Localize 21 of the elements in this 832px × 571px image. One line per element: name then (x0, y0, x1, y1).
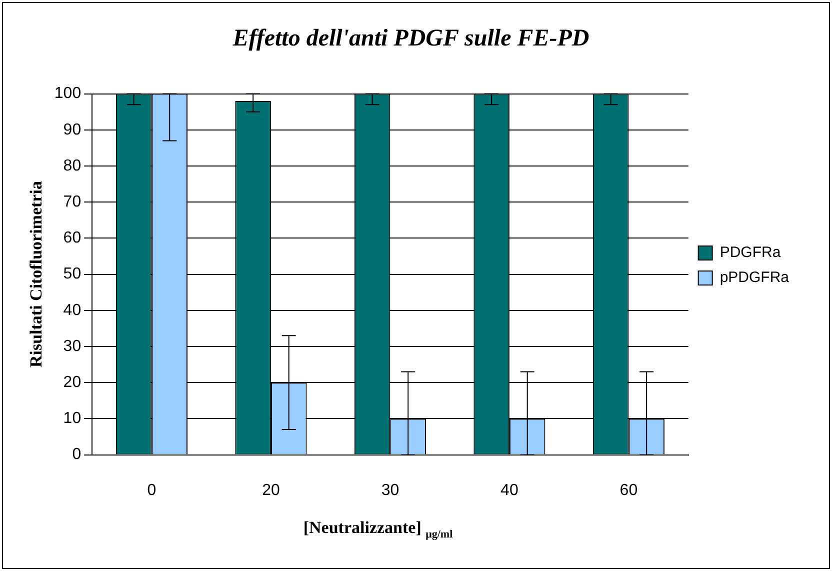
y-tick-label: 0 (72, 446, 82, 464)
y-tick-label: 40 (63, 302, 82, 319)
x-tick-label: 0 (147, 482, 156, 499)
y-tick-label: 90 (63, 121, 82, 138)
y-axis-title: Risultati Citofluorimetria (26, 180, 46, 368)
x-tick-label: 20 (262, 482, 280, 499)
y-tick-label: 70 (63, 194, 82, 211)
y-tick-label: 20 (63, 374, 82, 392)
y-tick-label: 60 (63, 230, 82, 247)
legend-label: PDGFRa (720, 244, 782, 262)
y-tick-label: 80 (63, 157, 82, 174)
y-tick-label: 30 (63, 338, 82, 355)
x-tick-label: 30 (381, 482, 400, 499)
y-tick-label: 10 (63, 410, 82, 428)
x-tick-label: 40 (500, 482, 518, 499)
x-tick-label: 60 (620, 482, 638, 499)
y-tick-label: 50 (63, 266, 82, 283)
x-axis-title: [Neutralizzante] $_{μg/ml}$ (302, 518, 454, 540)
y-tick-label: 100 (54, 85, 82, 102)
chart-title: Effetto dell'anti PDGF sulle FE-PD (232, 26, 590, 52)
legend-label: pPDGFRa (720, 269, 790, 286)
